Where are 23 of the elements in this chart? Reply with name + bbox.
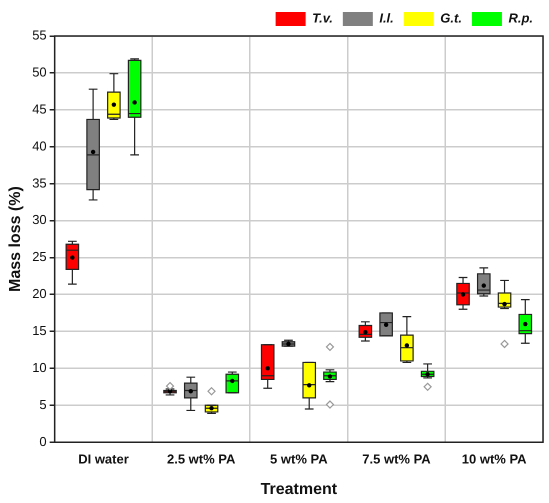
y-tick-label: 20: [32, 286, 47, 302]
y-tick-label: 0: [39, 434, 47, 449]
legend-label: I.l.: [379, 10, 394, 26]
y-tick-label: 5: [39, 396, 47, 412]
y-tick-label: 25: [32, 249, 47, 264]
x-tick-label: 5 wt% PA: [270, 452, 328, 467]
y-tick-label: 50: [32, 64, 47, 80]
x-tick-label: 7.5 wt% PA: [362, 452, 432, 467]
y-tick-label: 10: [32, 360, 47, 375]
x-tick-label: DI water: [78, 452, 129, 467]
x-tick-label: 10 wt% PA: [462, 452, 528, 467]
y-tick-label: 15: [32, 322, 47, 338]
y-axis-title: Mass loss (%): [7, 186, 24, 292]
x-axis-title: Treatment: [260, 480, 338, 498]
y-tick-label: 35: [32, 175, 47, 190]
legend-label: T.v.: [312, 10, 333, 26]
legend-label: G.t.: [440, 10, 462, 26]
y-tick-label: 30: [32, 212, 47, 228]
y-tick-label: 45: [32, 101, 47, 116]
y-tick-label: 40: [32, 138, 47, 154]
x-tick-label: 2.5 wt% PA: [166, 452, 236, 467]
y-tick-label: 55: [32, 28, 47, 43]
legend-label: R.p.: [508, 10, 534, 26]
